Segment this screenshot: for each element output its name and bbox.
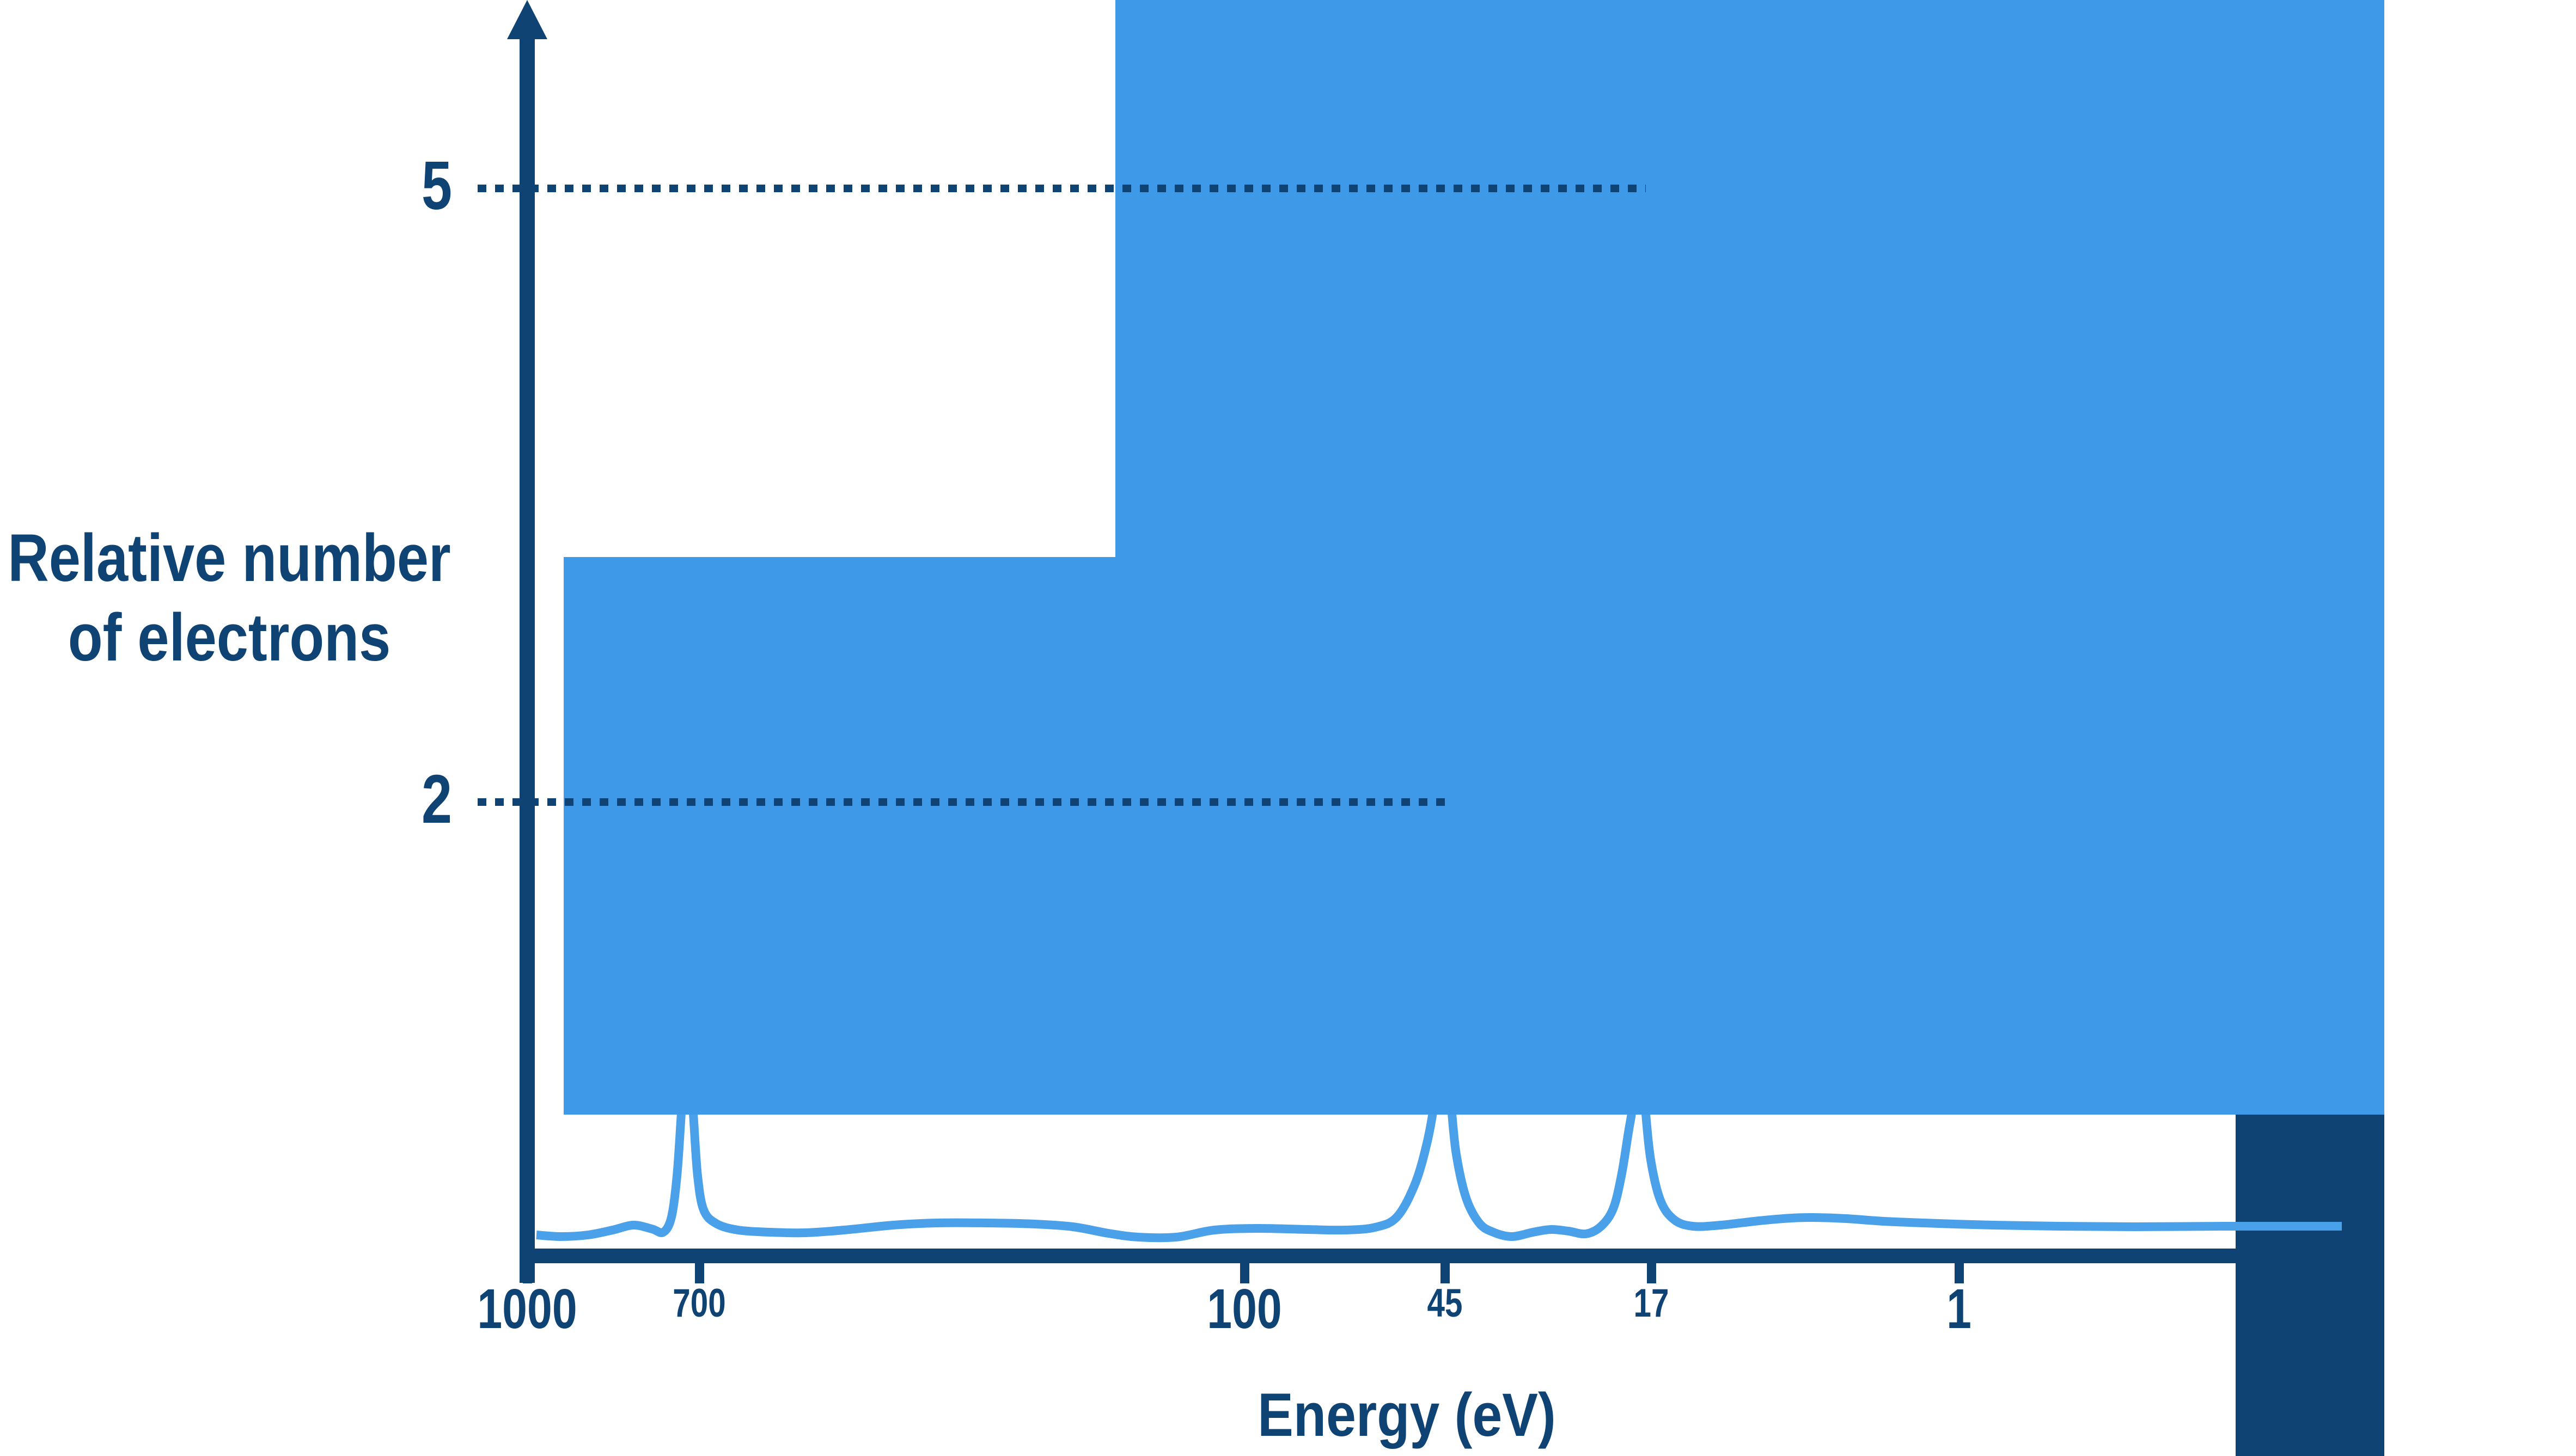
- y-axis-arrowhead-icon: [507, 0, 547, 39]
- gridline-2: [478, 798, 1453, 806]
- x-tick-label-45: 45: [1427, 1281, 1463, 1325]
- x-tick-label-17: 17: [1633, 1281, 1669, 1325]
- x-tick-label-100: 100: [1207, 1277, 1282, 1340]
- x-axis-line: [520, 1249, 2238, 1263]
- x-tick-label-1000: 1000: [477, 1277, 577, 1340]
- x-tick-100: [1240, 1263, 1249, 1283]
- gridline-5: [478, 185, 1646, 192]
- x-tick-700: [695, 1263, 704, 1283]
- x-tick-label-1: 1: [1946, 1277, 1971, 1340]
- y-axis-line: [520, 32, 535, 1283]
- x-tick-1000: [523, 1263, 532, 1283]
- x-axis-title: Energy (eV): [1258, 1381, 1556, 1449]
- y-tick-label-2: 2: [421, 761, 452, 837]
- y-tick-label-5: 5: [421, 147, 452, 224]
- x-tick-label-700: 700: [673, 1281, 726, 1325]
- y-axis-title: Relative number of electrons: [8, 519, 450, 678]
- y-axis-title-line2: of electrons: [68, 601, 391, 676]
- overlay-rectangle-wide: [564, 557, 2384, 1115]
- x-tick-1: [1955, 1263, 1964, 1283]
- y-axis-title-line1: Relative number: [8, 521, 451, 596]
- x-tick-17: [1647, 1263, 1656, 1283]
- dark-corner-rectangle: [2236, 1115, 2384, 1456]
- x-tick-45: [1440, 1263, 1450, 1283]
